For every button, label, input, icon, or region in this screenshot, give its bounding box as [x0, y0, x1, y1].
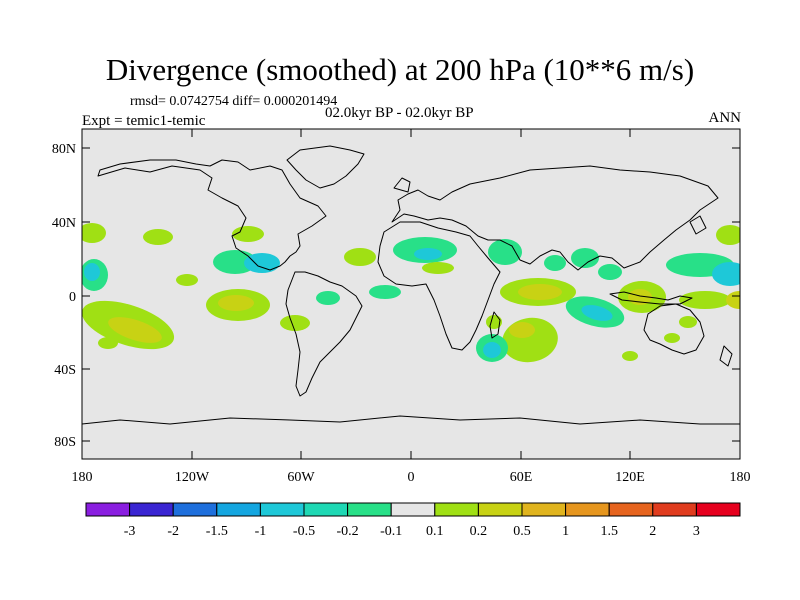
lat-label: 0 — [69, 290, 76, 305]
colorbar-box — [259, 502, 305, 517]
lon-label: 120W — [175, 470, 210, 485]
colorbar-label: 0.1 — [426, 524, 444, 539]
contour-fill — [518, 284, 562, 300]
contour-fill — [108, 317, 162, 343]
lat-label: 80S — [54, 435, 76, 450]
plot-title: Divergence (smoothed) at 200 hPa (10**6 … — [105, 52, 695, 87]
colorbar-box — [477, 502, 523, 517]
lon-label: 0 — [408, 470, 415, 485]
colorbar-label: -2 — [167, 524, 179, 539]
greenland-coast — [286, 145, 365, 189]
colorbar-box — [521, 502, 567, 517]
contour-fill — [679, 291, 731, 309]
lon-label: 120E — [615, 470, 645, 485]
colorbar-box — [608, 502, 654, 517]
colorbar-label: 0.2 — [470, 524, 488, 539]
colorbar-box — [695, 502, 741, 517]
contour-fill — [143, 229, 173, 245]
colorbar-label: 0.5 — [513, 524, 531, 539]
lat-label: 40S — [54, 363, 76, 378]
contour-fill — [218, 295, 254, 311]
contour-fill — [598, 264, 622, 280]
contour-fill — [84, 263, 100, 281]
antarctica-coast — [82, 415, 740, 425]
contour-fill — [344, 248, 376, 266]
japan-coast — [689, 215, 707, 235]
colorbar-label: -0.5 — [293, 524, 315, 539]
north-america-coast — [97, 159, 327, 271]
new-zealand-coast — [719, 345, 733, 367]
colorbar-box — [216, 502, 261, 517]
lat-label: 40N — [52, 216, 76, 231]
colorbar-box — [434, 502, 479, 517]
coastlines — [82, 145, 740, 425]
contour-fill — [232, 226, 264, 242]
contour-fill — [544, 255, 566, 271]
contour-fill — [213, 250, 257, 274]
lon-labels: 180 120W 60W 0 60E 120E 180 — [72, 470, 751, 485]
madagascar-coast — [489, 311, 501, 339]
colorbar-box — [172, 502, 218, 517]
colorbar-label: -0.1 — [380, 524, 402, 539]
colorbar — [85, 502, 741, 517]
colorbar-label: -3 — [124, 524, 136, 539]
south-america-coast — [285, 271, 363, 397]
colorbar-box — [565, 502, 610, 517]
contour-fill — [679, 316, 697, 328]
contour-fill — [176, 274, 198, 286]
contour-fill — [82, 223, 106, 243]
contour-fills — [82, 223, 740, 363]
eurasia-coast — [391, 165, 719, 271]
contour-fill — [280, 315, 310, 331]
contour-fill — [369, 285, 401, 299]
contour-fill — [622, 351, 638, 361]
period-label: 02.0kyr BP - 02.0kyr BP — [325, 105, 474, 121]
rmsd-diff-stats: rmsd= 0.0742754 diff= 0.000201494 — [130, 94, 338, 109]
colorbar-label: 1 — [562, 524, 569, 539]
lat-label: 80N — [52, 142, 76, 157]
contour-fill — [244, 253, 280, 273]
contour-fill — [509, 322, 535, 338]
contour-fill — [664, 333, 680, 343]
lat-ticks — [82, 147, 740, 442]
contour-fill — [488, 239, 522, 265]
africa-coast — [377, 221, 501, 351]
lon-label: 180 — [72, 470, 93, 485]
contour-fill — [581, 305, 613, 321]
contour-fill — [422, 262, 454, 274]
contour-fill — [98, 337, 118, 349]
colorbar-box — [129, 502, 174, 517]
lon-label: 180 — [730, 470, 751, 485]
contour-fill — [712, 262, 740, 286]
lat-labels: 80N 40N 0 40S 80S — [52, 142, 76, 450]
colorbar-box — [347, 502, 392, 517]
uk-coast — [393, 177, 411, 193]
contour-fill — [414, 248, 442, 260]
contour-fill — [571, 248, 599, 268]
colorbar-box — [390, 502, 436, 517]
colorbar-labels: -3 -2 -1.5 -1 -0.5 -0.2 -0.1 0.1 0.2 0.5 1 1.5 2 3 — [124, 524, 700, 539]
colorbar-box — [85, 502, 131, 517]
colorbar-label: 3 — [693, 524, 700, 539]
colorbar-label: 1.5 — [600, 524, 618, 539]
lon-ticks — [191, 129, 631, 459]
colorbar-label: -1.5 — [206, 524, 228, 539]
season-label: ANN — [708, 110, 742, 126]
colorbar-label: -0.2 — [337, 524, 359, 539]
colorbar-box — [652, 502, 697, 517]
indonesia-coast — [609, 291, 693, 305]
lon-label: 60W — [287, 470, 315, 485]
contour-fill — [316, 291, 340, 305]
experiment-label: Expt = temic1-temic — [82, 113, 206, 129]
contour-fill — [483, 342, 501, 358]
lon-label: 60E — [510, 470, 533, 485]
contour-fill — [716, 225, 740, 245]
colorbar-label: -1 — [255, 524, 267, 539]
colorbar-label: 2 — [649, 524, 656, 539]
colorbar-box — [303, 502, 349, 517]
